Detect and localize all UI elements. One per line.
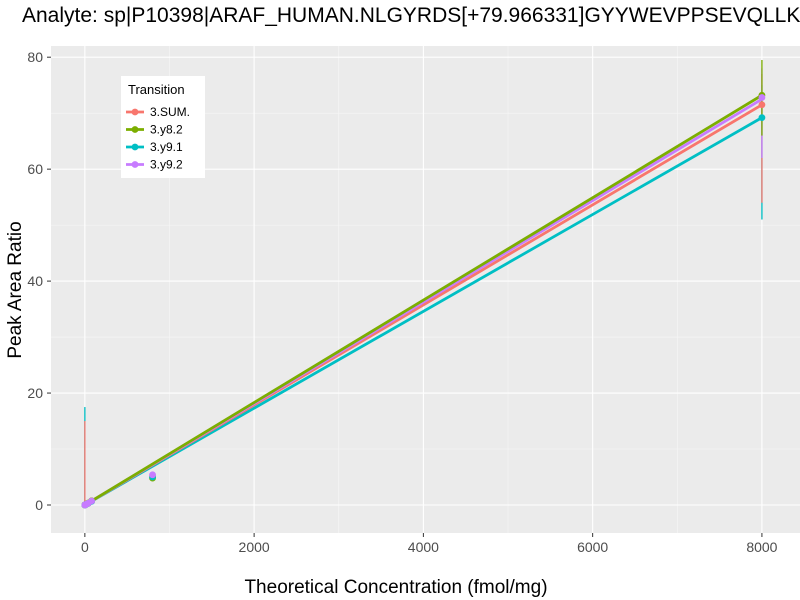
- data-point: [88, 497, 96, 505]
- legend-item: 3.y9.2: [126, 158, 183, 172]
- x-tick-label: 8000: [746, 539, 777, 555]
- grid-major: [51, 46, 800, 533]
- legend-key-point: [131, 126, 139, 133]
- legend-key-point: [131, 143, 139, 151]
- y-tick-label: 80: [27, 49, 43, 65]
- legend-item: 3.y8.2: [126, 123, 183, 137]
- axis-ticks: [47, 56, 763, 537]
- y-tick-label: 0: [35, 497, 43, 513]
- data-point: [758, 114, 766, 122]
- fit-line-3-y8-2: [84, 94, 763, 507]
- legend-item: 3.SUM.: [126, 105, 190, 119]
- legend-label: 3.y9.2: [150, 158, 183, 172]
- tick-labels: 0 2000 4000 6000 8000 0 20 40 60 80: [27, 49, 777, 555]
- legend-label: 3.y9.1: [150, 140, 183, 154]
- x-axis-title: Theoretical Concentration (fmol/mg): [244, 577, 547, 598]
- y-tick-label: 20: [27, 385, 43, 401]
- y-axis-title: Peak Area Ratio: [5, 221, 26, 358]
- x-tick-label: 4000: [408, 539, 439, 555]
- legend-keys: 3.SUM. 3.y8.2 3.y9.1 3.y9.2: [126, 105, 190, 172]
- y-tick-label: 40: [27, 273, 43, 289]
- legend-title: Transition: [128, 82, 185, 97]
- legend-label: 3.y8.2: [150, 123, 183, 137]
- y-tick-label: 60: [27, 161, 43, 177]
- legend-item: 3.y9.1: [126, 140, 183, 154]
- legend-label: 3.SUM.: [150, 105, 190, 119]
- legend: Transition 3.SUM. 3.y8.2 3.y9.1 3.y9.2: [121, 76, 205, 178]
- data-point: [758, 94, 766, 101]
- x-tick-label: 6000: [577, 539, 608, 555]
- x-tick-label: 0: [81, 539, 89, 555]
- legend-key-point: [131, 108, 139, 116]
- data-points: [81, 91, 766, 509]
- fit-lines: [84, 94, 763, 507]
- data-point: [149, 471, 156, 479]
- x-tick-label: 2000: [239, 539, 270, 555]
- chart-title: Analyte: sp|P10398|ARAF_HUMAN.NLGYRDS[+7…: [22, 4, 800, 27]
- legend-key-point: [131, 161, 139, 168]
- data-point: [758, 101, 766, 109]
- fit-line-3-y9-1: [84, 116, 763, 507]
